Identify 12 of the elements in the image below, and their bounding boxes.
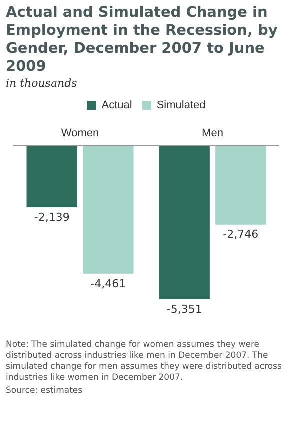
legend-label: Actual [102, 100, 132, 112]
x-tick-label: Men [202, 128, 224, 140]
data-label: -4,461 [90, 277, 126, 290]
text: Note: The simulated change for women assumes they were distributed across industries like men in December 2007. The simulated change for men assumes they were distributed across industries like women in December 2007. [6, 340, 283, 384]
data-label: -5,351 [166, 302, 202, 316]
data-label: -2,746 [223, 228, 259, 242]
chart-title: Actual and Simulated Change in Employment in the Recession, by Gender, December 2007 to June 2009 [6, 4, 279, 76]
source-note: Source: estimates [6, 386, 84, 397]
data-label: -2,139 [34, 210, 70, 224]
chart-subtitle: in thousands [6, 77, 78, 90]
legend-label: Simulated [156, 100, 206, 112]
x-tick-label: Women [61, 128, 100, 140]
